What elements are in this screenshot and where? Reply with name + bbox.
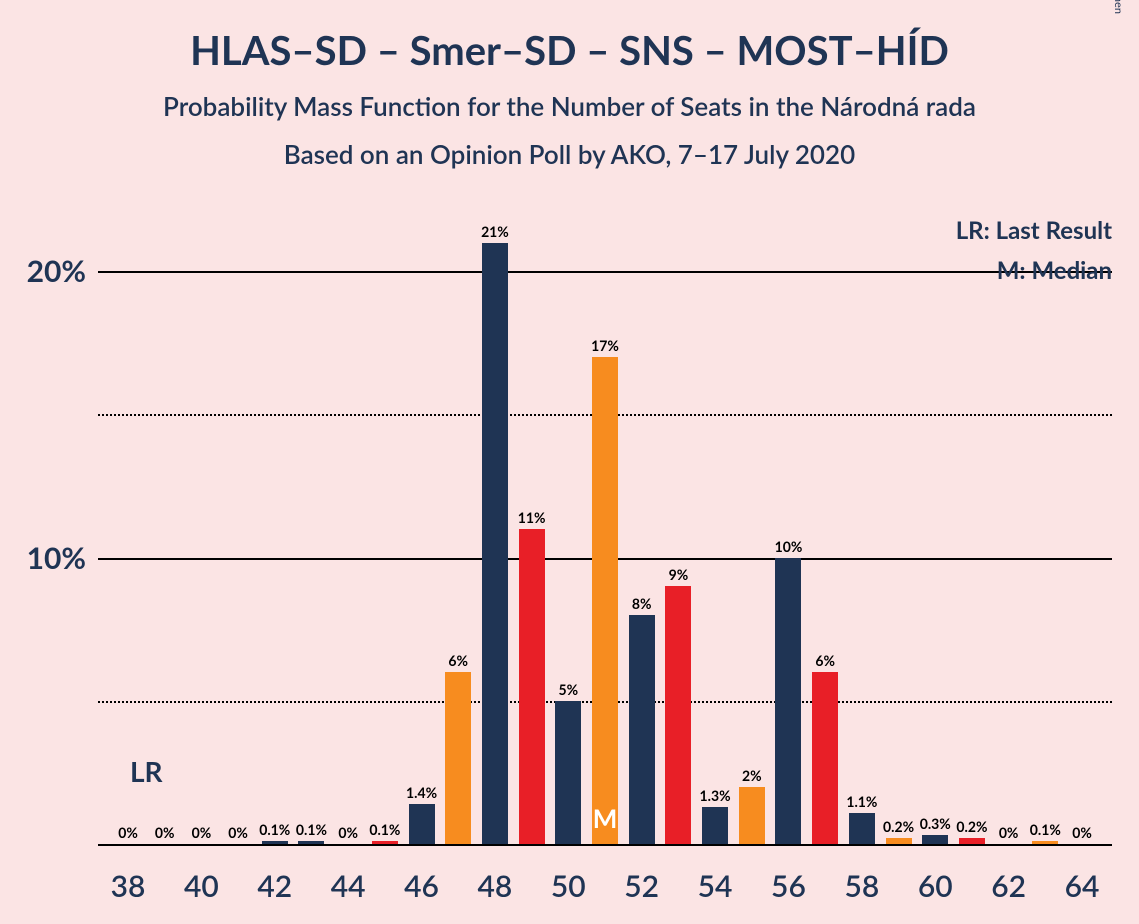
bar — [886, 838, 912, 844]
x-axis-tick-label: 40 — [184, 868, 219, 904]
chart-subtitle-1: Probability Mass Function for the Number… — [0, 90, 1139, 122]
bar-value-label: 0.1% — [296, 821, 327, 838]
legend-lr: LR: Last Result — [956, 216, 1112, 245]
bar — [775, 558, 801, 844]
x-axis-tick-label: 48 — [478, 868, 513, 904]
bar-value-label: 0.1% — [1030, 821, 1061, 838]
plot-area: 10%20%38404244464850525456586062640%0%0%… — [98, 214, 1112, 844]
chart-title: HLAS–SD – Smer–SD – SNS – MOST–HÍD — [0, 26, 1139, 74]
bar-value-label: 0.1% — [369, 821, 400, 838]
bar-value-label: 11% — [518, 509, 546, 526]
bar — [739, 787, 765, 844]
x-axis-tick-label: 42 — [257, 868, 292, 904]
bar-value-label: 0% — [155, 824, 175, 841]
bar-value-label: 0% — [999, 824, 1019, 841]
bar — [445, 672, 471, 844]
bar — [298, 841, 324, 844]
chart-stage: HLAS–SD – Smer–SD – SNS – MOST–HÍD Proba… — [0, 0, 1139, 924]
chart-subtitle-2: Based on an Opinion Poll by AKO, 7–17 Ju… — [0, 138, 1139, 170]
x-axis-tick-label: 56 — [771, 868, 806, 904]
bar-value-label: 0.1% — [259, 821, 290, 838]
y-axis-tick-label: 20% — [27, 253, 86, 289]
bar-value-label: 17% — [591, 337, 619, 354]
x-axis-tick-label: 58 — [844, 868, 879, 904]
x-axis-tick-label: 38 — [111, 868, 146, 904]
bar-value-label: 0.2% — [956, 818, 987, 835]
x-axis-tick-label: 54 — [698, 868, 733, 904]
gridline — [98, 271, 1112, 273]
x-axis-tick-label: 62 — [991, 868, 1026, 904]
bar — [629, 615, 655, 844]
bar — [372, 841, 398, 844]
median-marker: M — [593, 802, 618, 834]
lr-annotation: LR — [130, 754, 163, 788]
bar — [849, 813, 875, 845]
bar-value-label: 0% — [192, 824, 212, 841]
x-axis-tick-label: 46 — [404, 868, 439, 904]
legend-m: M: Median — [997, 256, 1112, 285]
bar-value-label: 0% — [338, 824, 358, 841]
bar-value-label: 1.3% — [700, 787, 731, 804]
bar — [482, 243, 508, 844]
bar-value-label: 8% — [632, 595, 652, 612]
bar-value-label: 6% — [815, 652, 835, 669]
bar-value-label: 5% — [559, 681, 579, 698]
bar-value-label: 9% — [669, 566, 689, 583]
bar — [592, 357, 618, 844]
x-axis-baseline — [98, 844, 1112, 846]
bar — [262, 841, 288, 844]
copyright-text: © 2020 Filip van Laenen — [1112, 0, 1125, 14]
bar — [922, 835, 948, 844]
x-axis-tick-label: 44 — [331, 868, 366, 904]
bar — [409, 804, 435, 844]
y-axis-tick-label: 10% — [27, 540, 86, 576]
bar-value-label: 0% — [1072, 824, 1092, 841]
bar-value-label: 0.2% — [883, 818, 914, 835]
bar — [665, 586, 691, 844]
bar-value-label: 0.3% — [920, 815, 951, 832]
bar-value-label: 0% — [118, 824, 138, 841]
bar — [1032, 841, 1058, 844]
bar — [702, 807, 728, 844]
x-axis-tick-label: 60 — [918, 868, 953, 904]
bar-value-label: 2% — [742, 767, 762, 784]
bar-value-label: 21% — [481, 223, 509, 240]
bar-value-label: 10% — [775, 538, 803, 555]
x-axis-tick-label: 50 — [551, 868, 586, 904]
title-block: HLAS–SD – Smer–SD – SNS – MOST–HÍD Proba… — [0, 0, 1139, 170]
bar — [519, 529, 545, 844]
x-axis-tick-label: 64 — [1065, 868, 1100, 904]
bar-value-label: 1.4% — [406, 784, 437, 801]
x-axis-tick-label: 52 — [624, 868, 659, 904]
bar-value-label: 0% — [228, 824, 248, 841]
bar-value-label: 1.1% — [846, 793, 877, 810]
bar — [812, 672, 838, 844]
bar — [555, 701, 581, 844]
bar-value-label: 6% — [448, 652, 468, 669]
bar — [959, 838, 985, 844]
